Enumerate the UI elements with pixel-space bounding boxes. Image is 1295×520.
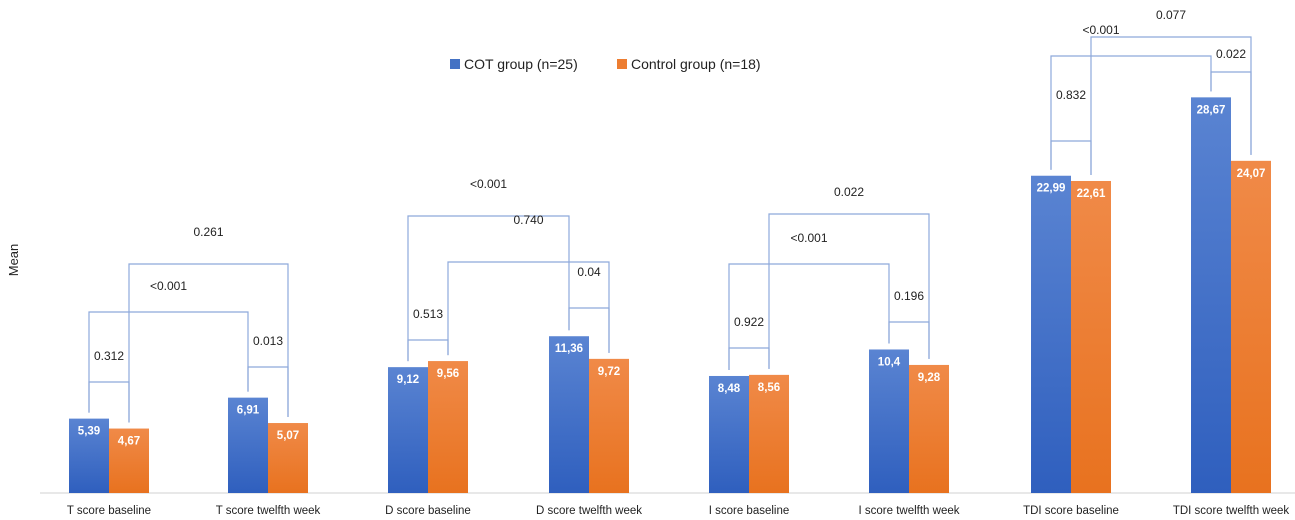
p-value-label-6: <0.001 [470, 177, 507, 191]
data-label-cot-3: 11,36 [555, 343, 583, 355]
data-label-control-3: 9,72 [598, 366, 620, 378]
p-value-label-2: <0.001 [150, 279, 187, 293]
bar-control-7 [1231, 160, 1271, 494]
bar-cot-6 [1031, 175, 1071, 493]
p-value-label-4: 0.513 [413, 307, 443, 321]
data-label-control-7: 24,07 [1237, 168, 1266, 180]
bar-cot-4 [709, 375, 749, 493]
data-label-control-2: 9,56 [437, 368, 459, 380]
p-value-label-0: 0.312 [94, 349, 124, 363]
bar-cot-3 [549, 336, 589, 493]
p-value-label-12: 0.832 [1056, 88, 1086, 102]
data-label-control-5: 9,28 [918, 372, 941, 384]
p-value-label-1: 0.013 [253, 334, 283, 348]
p-value-label-5: 0.04 [577, 265, 601, 279]
bracket-14 [1050, 55, 1212, 170]
significance-brackets: 0.312 0.013 <0.001 0.261 0.513 0.04 <0.001 0.74… [88, 8, 1252, 423]
x-tick-label-5: I score twelfth week [859, 505, 960, 517]
bars: 5,39 6,91 9,12 11,36 8,48 10,4 22,99 28,67 4,67 5… [69, 97, 1271, 494]
bracket-10 [728, 263, 890, 370]
legend-swatch-cot [450, 59, 460, 69]
bar-control-2 [428, 361, 468, 493]
x-tick-label-2: D score baseline [385, 505, 471, 517]
p-value-label-13: 0.022 [1216, 47, 1246, 61]
data-label-cot-1: 6,91 [237, 405, 260, 417]
x-tick-label-6: TDI score baseline [1023, 505, 1119, 517]
data-label-cot-2: 9,12 [397, 374, 419, 386]
legend: COT group (n=25) Control group (n=18) [450, 56, 761, 72]
data-label-cot-7: 28,67 [1197, 104, 1226, 116]
p-value-label-3: 0.261 [193, 225, 223, 239]
bracket-12 [1050, 140, 1092, 175]
bar-control-1 [268, 423, 308, 493]
p-value-label-10: <0.001 [790, 231, 827, 245]
bar-cot-0 [69, 418, 109, 493]
data-label-cot-0: 5,39 [78, 426, 100, 438]
y-axis-label: Mean [6, 244, 21, 277]
data-label-control-1: 5,07 [277, 430, 299, 442]
bracket-4 [407, 339, 449, 362]
legend-label-control: Control group (n=18) [631, 56, 761, 72]
p-value-label-7: 0.740 [513, 213, 543, 227]
bar-control-5 [909, 364, 949, 493]
p-value-label-11: 0.022 [834, 185, 864, 199]
data-label-cot-4: 8,48 [718, 383, 741, 395]
p-value-label-15: 0.077 [1156, 8, 1186, 22]
legend-swatch-control [617, 59, 627, 69]
bar-cot-1 [228, 397, 268, 493]
bar-cot-2 [388, 367, 428, 493]
x-tick-label-1: T score twelfth week [216, 505, 321, 517]
data-label-control-6: 22,61 [1077, 188, 1106, 200]
bracket-0 [88, 381, 130, 423]
bar-cot-5 [869, 349, 909, 493]
data-label-cot-6: 22,99 [1037, 183, 1066, 195]
p-value-label-8: 0.922 [734, 315, 764, 329]
data-label-control-0: 4,67 [118, 436, 140, 448]
bracket-2 [88, 311, 249, 413]
data-label-cot-5: 10,4 [878, 356, 901, 368]
bracket-8 [728, 347, 770, 370]
legend-label-cot: COT group (n=25) [464, 56, 578, 72]
bar-control-3 [589, 358, 629, 493]
x-tick-label-3: D score twelfth week [536, 505, 642, 517]
bar-control-6 [1071, 180, 1111, 493]
p-value-label-9: 0.196 [894, 289, 924, 303]
bracket-3 [128, 263, 289, 423]
bar-control-4 [749, 374, 789, 493]
data-label-control-4: 8,56 [758, 382, 780, 394]
p-value-label-14: <0.001 [1082, 23, 1119, 37]
x-tick-label-0: T score baseline [67, 505, 151, 517]
bracket-6 [407, 215, 570, 362]
x-tick-label-4: I score baseline [709, 505, 790, 517]
bracket-7 [447, 261, 610, 356]
bar-control-0 [109, 428, 149, 493]
x-axis-ticks: T score baseline T score twelfth week D sc… [67, 505, 1289, 517]
bar-cot-7 [1191, 97, 1231, 493]
bracket-11 [768, 213, 930, 369]
x-tick-label-7: TDI score twelfth week [1173, 505, 1290, 517]
bracket-15 [1090, 36, 1252, 175]
